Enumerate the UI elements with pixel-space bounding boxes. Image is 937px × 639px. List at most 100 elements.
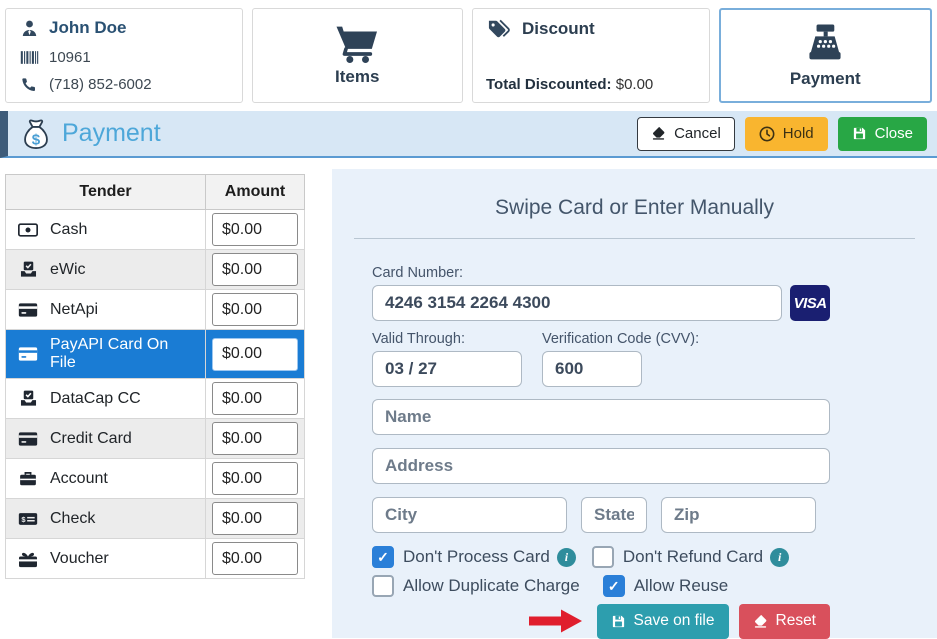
check-icon: ✓ [607,578,620,594]
amount-input[interactable] [212,337,298,371]
check-to-slot-icon [18,389,38,408]
tender-label: Credit Card [50,429,132,447]
svg-text:$: $ [32,131,41,148]
discount-label: Discount [522,19,595,38]
discount-total-label: Total Discounted: [486,76,612,93]
amount-column-header: Amount [205,174,305,210]
tender-row-ewic[interactable]: eWic [5,249,305,290]
tender-row-cash[interactable]: Cash [5,209,305,250]
cancel-button-label: Cancel [674,124,721,142]
allow-duplicate-charge-checkbox[interactable]: ✓ [372,575,394,597]
allow-reuse-checkbox[interactable]: ✓ [602,575,625,597]
discount-total-value: $0.00 [615,76,654,93]
discount-tab[interactable]: Discount Total Discounted: $0.00 [472,8,710,103]
tender-label: DataCap CC [50,389,141,407]
customer-name: John Doe [49,18,127,37]
city-input[interactable] [372,497,567,533]
amount-input[interactable] [212,502,298,535]
customer-id-row: 10961 [19,49,229,66]
items-label: Items [335,67,380,86]
valid-through-label: Valid Through: [372,331,465,347]
tender-column-header: Tender [5,174,206,210]
cancel-button[interactable]: Cancel [637,116,735,151]
cart-icon [334,24,380,64]
card-number-label: Card Number: [372,265,464,281]
tender-label: Account [50,469,108,487]
state-input[interactable] [581,497,647,533]
tender-row-check[interactable]: $ Check [5,498,305,539]
panel-title: Swipe Card or Enter Manually [495,196,774,219]
dont-process-card-checkbox[interactable]: ✓ [372,546,394,568]
tender-row-credit-card[interactable]: Credit Card [5,418,305,459]
close-button-label: Close [874,124,913,142]
tender-row-datacap-cc[interactable]: DataCap CC [5,378,305,419]
hold-button[interactable]: Hold [744,116,828,151]
section-title: Payment [62,119,161,147]
hold-button-label: Hold [782,124,814,142]
customer-phone: (718) 852-6002 [49,76,152,93]
reset-label: Reset [775,612,817,629]
info-icon[interactable]: i [770,547,790,567]
header-actions: Cancel Hold Close [637,116,927,151]
credit-card-icon [18,346,38,362]
allow-reuse-label: Allow Reuse [633,576,729,595]
amount-input[interactable] [212,253,298,286]
items-tab[interactable]: Items [251,8,463,103]
save-icon [611,614,626,629]
name-input[interactable] [372,399,830,435]
valid-through-input[interactable] [372,351,522,387]
tags-icon [486,18,512,40]
save-on-file-button[interactable]: Save on file [596,604,729,639]
tender-header-row: Tender Amount [5,174,305,210]
money-bag-icon: $ [20,117,52,151]
close-button[interactable]: Close [837,116,927,151]
dont-refund-card-checkbox[interactable]: ✓ [591,546,614,568]
amount-input[interactable] [212,382,298,415]
eraser-icon [753,614,768,629]
save-on-file-label: Save on file [633,612,715,629]
tender-row-netapi[interactable]: NetApi [5,289,305,330]
card-form: Card Number: VISA Valid Through: Verific… [372,265,830,639]
visa-badge: VISA [790,285,830,321]
cvv-label: Verification Code (CVV): [542,331,700,347]
dont-process-card-label: Don't Process Card [403,547,550,566]
main-content: Tender Amount Cash eWic [0,158,937,639]
credit-card-icon [18,431,38,447]
customer-id: 10961 [49,48,91,66]
payment-header-bar: $ Payment Cancel Hold Close [0,111,937,158]
card-number-input[interactable] [372,285,783,321]
amount-input[interactable] [212,422,298,455]
cvv-input[interactable] [542,351,642,387]
money-check-icon: $ [18,512,38,526]
barcode-icon [19,50,39,65]
tender-label: NetApi [50,300,99,318]
customer-name-row: John Doe [19,18,229,38]
info-icon[interactable]: i [556,547,576,567]
payment-label: Payment [789,69,861,88]
clock-icon [759,126,775,142]
check-to-slot-icon [18,260,38,279]
discount-title-row: Discount [486,18,696,40]
tender-row-payapi-card-on-file[interactable]: PayAPI Card On File [5,329,305,379]
card-entry-panel: Swipe Card or Enter Manually Card Number… [332,169,937,639]
amount-input[interactable] [212,293,298,326]
tender-row-account[interactable]: Account [5,458,305,499]
user-icon [19,19,39,38]
address-input[interactable] [372,448,830,484]
tender-row-voucher[interactable]: Voucher [5,538,305,579]
customer-card[interactable]: John Doe 10961 (718) 852-6002 [5,8,243,103]
discount-total: Total Discounted: $0.00 [486,76,653,93]
briefcase-icon [18,470,38,487]
payment-tab[interactable]: Payment [718,8,932,103]
save-icon [852,126,867,141]
money-bill-icon [18,222,38,237]
amount-input[interactable] [212,213,298,246]
amount-input[interactable] [212,542,298,575]
reset-button[interactable]: Reset [738,604,830,639]
zip-input[interactable] [661,497,816,533]
svg-text:$: $ [21,514,26,523]
amount-input[interactable] [212,462,298,495]
dont-refund-card-label: Don't Refund Card [622,547,764,566]
tender-label: eWic [50,260,86,278]
